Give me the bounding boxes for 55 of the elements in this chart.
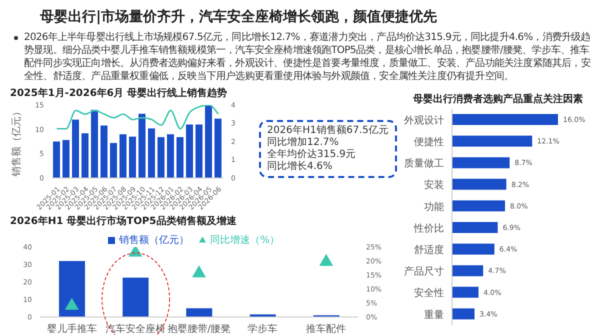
- y-tick-label: 质量做工: [404, 158, 444, 170]
- y-tick-label: 舒适度: [414, 244, 444, 256]
- bar: [82, 133, 88, 178]
- bar: [138, 114, 146, 178]
- y-tick-label: 性价比: [413, 222, 444, 234]
- bar: [62, 140, 70, 178]
- bar: [214, 118, 222, 178]
- bar: [148, 128, 155, 178]
- line-series: [56, 105, 219, 130]
- bar: [91, 110, 98, 178]
- point: [320, 254, 333, 266]
- bar: [452, 114, 558, 125]
- y-axis-title: 销售额（亿元）: [10, 106, 23, 178]
- bar: [186, 124, 193, 178]
- bar: [129, 136, 136, 178]
- chart-title: 母婴出行消费者选购产品重点关注因素: [412, 92, 584, 105]
- point: [192, 266, 206, 278]
- bar: [452, 200, 505, 212]
- point: [65, 298, 78, 310]
- y-tick-label: 便捷性: [414, 136, 444, 148]
- chart-title: 2025年1月-2026年6月 母婴出行线上销售趋势: [10, 86, 228, 99]
- y-tick-label: 安全性: [414, 287, 444, 300]
- bar: [205, 105, 212, 178]
- bar: [72, 120, 79, 178]
- bar: [196, 124, 202, 178]
- bar: [186, 308, 212, 317]
- bar: [452, 178, 506, 190]
- legend-label: 销售额（亿元）: [119, 235, 190, 246]
- bar: [452, 286, 478, 298]
- bar: [110, 142, 117, 178]
- bar: [452, 157, 510, 168]
- text: 2026年上半年母婴出行线上市场规模67.5亿元，同比增长12.7%，赛道潜力突出，产品均价达315.9元，同比提升4.6%，消费升级趋势显现。细分品类中婴儿手推车销售额规模第一，汽车安全座椅增速领跑TOP5品类，是核心增长单品，抱婴腰带/腰凳、学步车、推车配件同步实现正向增长。从消费者选购偏好来看，外观设计、便捷性是首要考量维度，质量做工、安装、产品功能关注度紧随其后，安全性、舒适度、产品重量权重偏低，反映当下用户选购更看重使用体验与外观颜值，安全属性关注度仍有提升空间。: [24, 31, 592, 83]
- legend-label: 同比增速（%）: [210, 235, 280, 246]
- bar: [452, 308, 475, 320]
- bar: [53, 142, 60, 178]
- text: 母婴出行|市场量价齐升，汽车安全座椅增长领跑，颜值便捷优先: [40, 8, 438, 26]
- bar: [167, 134, 174, 178]
- bar: [122, 278, 149, 317]
- bar: [176, 137, 184, 178]
- bar: [452, 244, 494, 255]
- y-tick-label: 安装: [424, 179, 444, 192]
- bar: [100, 125, 108, 178]
- chart-title: 2026年H1 母婴出行市场TOP5品类销售额及增速: [10, 214, 238, 227]
- y-tick-label: 重量: [424, 308, 444, 321]
- x-tick-label: 汽车安全座椅: [105, 323, 166, 335]
- bar: [452, 222, 498, 233]
- bar: [452, 136, 532, 147]
- bar: [120, 134, 126, 178]
- y-tick-label: 产品尺寸: [404, 266, 444, 278]
- bar: [158, 137, 164, 178]
- dashed-frame: 2026年H1销售额67.5亿元 同比增加12.7% 全年均价达315.9元 同比增长4.6%: [259, 120, 397, 178]
- bar: [59, 261, 85, 317]
- y-tick-label: 外观设计: [404, 114, 444, 126]
- bar: [452, 265, 484, 276]
- y-tick-label: 功能: [424, 200, 444, 213]
